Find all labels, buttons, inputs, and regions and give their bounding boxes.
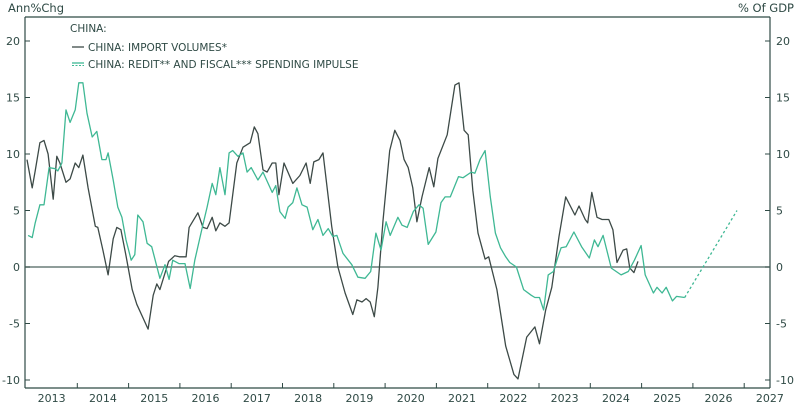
left-y-tick-label: 15	[6, 92, 20, 105]
legend-label-spending-impulse: CHINA: REDIT** AND FISCAL*** SPENDING IM…	[88, 59, 358, 71]
left-y-tick-label: 20	[6, 35, 20, 48]
right-y-tick-label: 15	[776, 92, 790, 105]
x-tick-label: 2020	[397, 392, 425, 405]
x-tick-label: 2013	[38, 392, 66, 405]
left-y-axis: 20 15 10 5 0 -5 -10	[2, 35, 30, 387]
right-y-tick-label: 5	[776, 205, 783, 218]
x-tick-label: 2025	[653, 392, 681, 405]
x-tick-label: 2014	[89, 392, 117, 405]
x-tick-label: 2019	[345, 392, 373, 405]
x-tick-label: 2016	[192, 392, 220, 405]
x-tick-label: 2024	[602, 392, 630, 405]
right-y-tick-label: -5	[776, 318, 787, 331]
legend-label-import-volumes: CHINA: IMPORT VOLUMES*	[88, 42, 227, 54]
right-y-tick-label: 0	[776, 261, 783, 274]
series-spending-impulse-line	[27, 82, 685, 311]
right-y-tick-label: 10	[776, 148, 790, 161]
x-tick-label: 2023	[551, 392, 579, 405]
legend: CHINA: CHINA: IMPORT VOLUMES* CHINA: RED…	[70, 23, 358, 71]
x-tick-label: 2026	[705, 392, 733, 405]
x-tick-label: 2021	[448, 392, 476, 405]
series-group	[26, 82, 738, 380]
right-y-tick-label: -10	[776, 374, 794, 387]
x-tick-label: 2022	[499, 392, 527, 405]
left-y-tick-label: -10	[2, 374, 20, 387]
right-y-axis: 20 15 10 5 0 -5 -10	[765, 35, 794, 387]
left-y-tick-label: 0	[13, 261, 20, 274]
series-spending-impulse-projection	[684, 210, 738, 298]
right-axis-label: % Of GDP	[738, 1, 794, 15]
left-y-tick-label: 10	[6, 148, 20, 161]
x-axis: 2013 2014 2015 2016 2017 2018 2019 2020 2021 2022…	[38, 383, 784, 405]
right-y-tick-label: 20	[776, 35, 790, 48]
legend-title: CHINA:	[70, 23, 107, 35]
plot-frame	[24, 16, 771, 389]
x-tick-label: 2027	[756, 392, 784, 405]
left-axis-label: Ann%Chg	[8, 1, 64, 15]
x-tick-label: 2017	[243, 392, 271, 405]
series-import-volumes-line	[26, 82, 639, 380]
left-y-tick-label: -5	[9, 318, 20, 331]
x-tick-label: 2015	[140, 392, 168, 405]
left-y-tick-label: 5	[13, 205, 20, 218]
x-tick-label: 2018	[294, 392, 322, 405]
